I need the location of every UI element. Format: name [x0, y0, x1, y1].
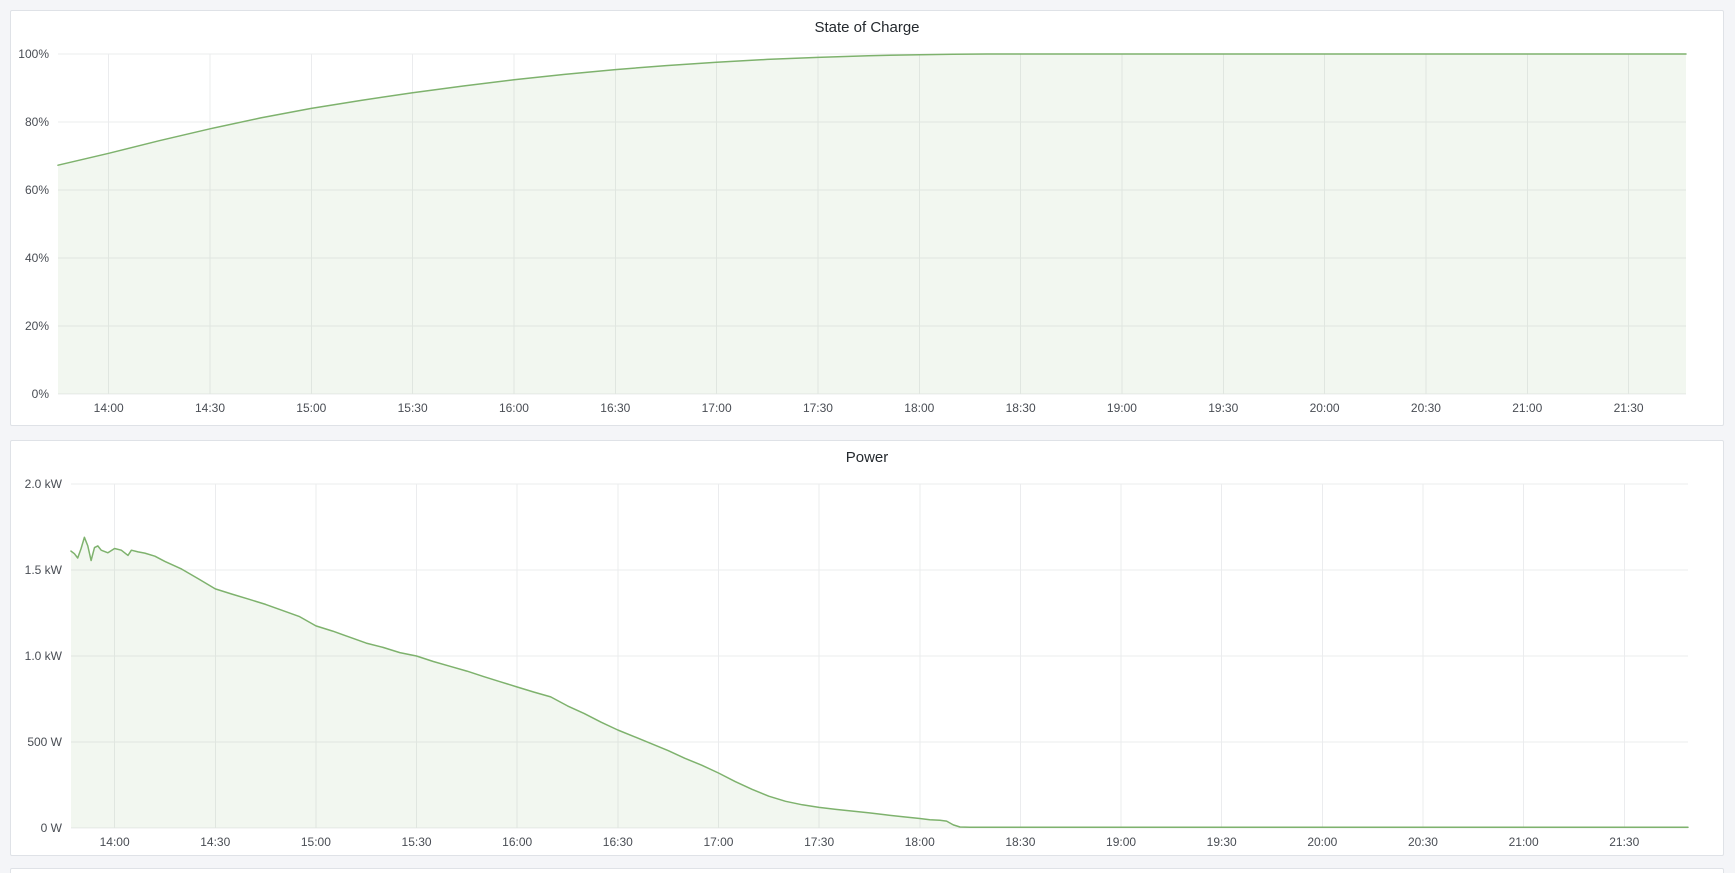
x-tick-label: 20:30 [1410, 401, 1441, 415]
y-tick-label: 500 W [27, 735, 62, 749]
panel-partial-next [10, 868, 1724, 873]
x-tick-label: 19:00 [1106, 401, 1137, 415]
chart-svg[interactable] [11, 11, 1723, 425]
series-line [70, 536, 1689, 829]
y-tick-label: 80% [24, 115, 49, 129]
series-area [71, 537, 1688, 828]
y-tick-label: 2.0 kW [24, 477, 62, 491]
x-tick-label: 21:30 [1613, 401, 1644, 415]
panel-title-state-of-charge[interactable]: State of Charge [814, 19, 920, 36]
series-area [58, 54, 1686, 394]
x-tick-label: 16:00 [502, 835, 533, 849]
x-tick-label: 19:00 [1106, 835, 1137, 849]
x-tick-label: 19:30 [1206, 835, 1237, 849]
x-tick-label: 15:30 [401, 835, 432, 849]
y-tick-label: 100% [18, 47, 49, 61]
x-tick-label: 15:30 [397, 401, 428, 415]
x-tick-label: 21:30 [1609, 835, 1640, 849]
x-tick-label: 14:30 [194, 401, 225, 415]
x-tick-label: 15:00 [300, 835, 331, 849]
series-line [57, 53, 1687, 166]
y-tick-label: 20% [24, 319, 49, 333]
gridlines [71, 483, 1688, 829]
panel-title-power[interactable]: Power [845, 449, 889, 466]
x-tick-label: 17:30 [802, 401, 833, 415]
panel-state-of-charge: State of Charge 0% 20% 40% 60% 80% 100% 14:00 1… [10, 10, 1724, 426]
x-tick-label: 14:00 [99, 835, 130, 849]
chart-svg[interactable] [11, 441, 1723, 855]
x-tick-label: 16:30 [600, 401, 631, 415]
panel-power: Power 0 W 500 W 1.0 kW 1.5 kW 2.0 kW 14:00 14:… [10, 440, 1724, 856]
x-tick-label: 16:30 [602, 835, 633, 849]
x-tick-label: 21:00 [1508, 835, 1539, 849]
x-tick-label: 20:30 [1407, 835, 1438, 849]
y-tick-label: 1.0 kW [24, 649, 62, 663]
x-tick-label: 18:00 [904, 401, 935, 415]
x-tick-label: 17:00 [703, 835, 734, 849]
x-tick-label: 15:00 [296, 401, 327, 415]
y-tick-label: 0% [31, 387, 49, 401]
y-tick-label: 40% [24, 251, 49, 265]
x-tick-label: 20:00 [1309, 401, 1340, 415]
x-tick-label: 18:00 [904, 835, 935, 849]
x-tick-label: 21:00 [1512, 401, 1543, 415]
x-tick-label: 16:00 [498, 401, 529, 415]
x-tick-label: 17:00 [701, 401, 732, 415]
x-tick-label: 14:00 [93, 401, 124, 415]
x-tick-label: 18:30 [1005, 401, 1036, 415]
x-tick-label: 17:30 [804, 835, 835, 849]
y-tick-label: 60% [24, 183, 49, 197]
x-tick-label: 19:30 [1208, 401, 1239, 415]
x-tick-label: 20:00 [1307, 835, 1338, 849]
power-chart[interactable]: 0 W 500 W 1.0 kW 1.5 kW 2.0 kW 14:00 14:30 15:0… [11, 441, 1723, 855]
y-tick-label: 1.5 kW [24, 563, 62, 577]
x-tick-label: 14:30 [200, 835, 231, 849]
gridlines [58, 53, 1686, 395]
state-of-charge-chart[interactable]: 0% 20% 40% 60% 80% 100% 14:00 14:30 15:00 15:30 16… [11, 11, 1723, 425]
x-tick-label: 18:30 [1005, 835, 1036, 849]
y-tick-label: 0 W [40, 821, 62, 835]
